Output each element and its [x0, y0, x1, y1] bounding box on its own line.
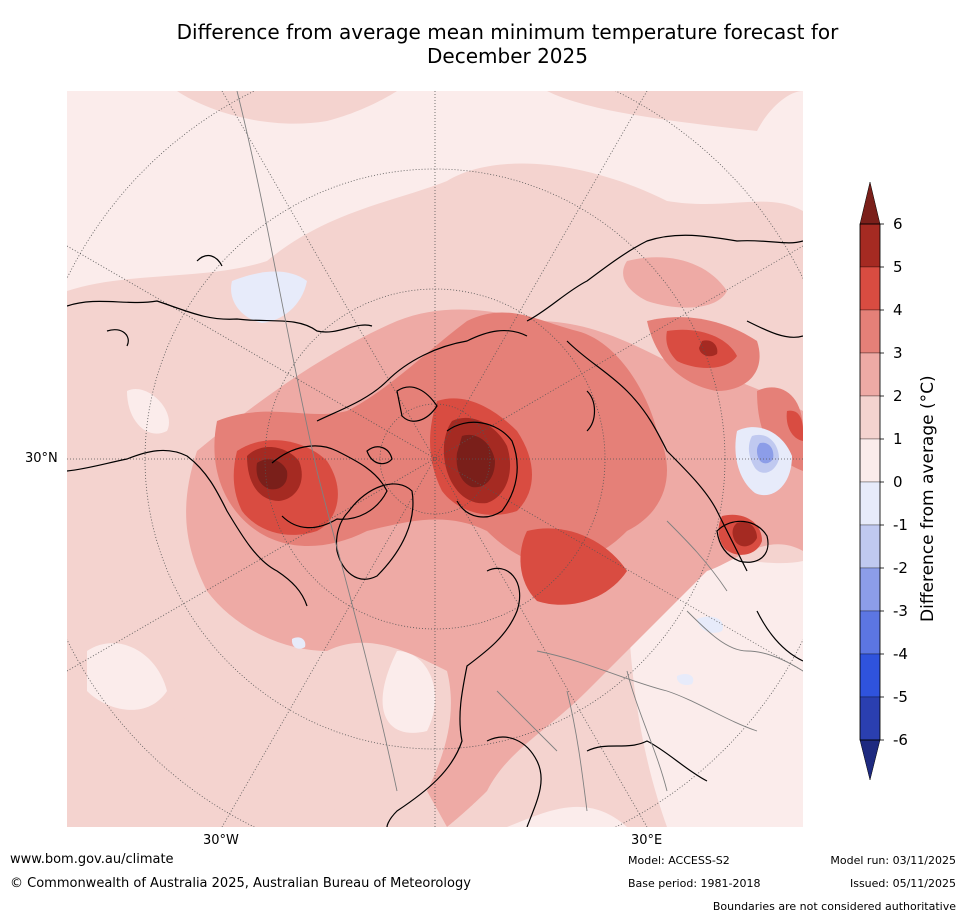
colorbar-tick-label: -3	[893, 602, 908, 620]
colorbar-under-arrow	[859, 739, 881, 781]
footer-website: www.bom.gov.au/climate	[10, 852, 174, 867]
colorbar-tick-label: -1	[893, 516, 908, 534]
anomaly-band-over-6	[256, 434, 495, 490]
map-title-line1: Difference from average mean minimum tem…	[176, 20, 839, 44]
colorbar-tick-label: -6	[893, 731, 908, 749]
colorbar-bin	[859, 438, 881, 483]
colorbar-bin	[859, 395, 881, 440]
colorbar-tick-label: 4	[893, 301, 903, 319]
colorbar-bin	[859, 266, 881, 311]
lon-label-30w: 30°W	[203, 833, 239, 848]
colorbar-bin	[859, 524, 881, 569]
colorbar-bin	[859, 223, 881, 268]
colorbar-tick-label: 1	[893, 430, 903, 448]
colorbar: 6 5 4 3 2 1 0 -1 -2 -3 -4 -5 -6	[859, 181, 908, 781]
coastlines	[67, 234, 803, 827]
colorbar-bin	[859, 309, 881, 354]
anomaly-map	[67, 91, 803, 827]
colorbar-tick-label: 6	[893, 215, 903, 233]
colorbar-tick-label: -2	[893, 559, 908, 577]
colorbar-tick-label: 3	[893, 344, 903, 362]
colorbar-tick-label: -5	[893, 688, 908, 706]
colorbar-bin	[859, 352, 881, 397]
footer-base-period: Base period: 1981-2018	[628, 877, 761, 890]
anomaly-band-minus3to2	[756, 442, 774, 464]
colorbar-bin	[859, 610, 881, 655]
colorbar-bin	[859, 696, 881, 741]
footer-model: Model: ACCESS-S2	[628, 854, 730, 867]
map-title-line2: December 2025	[427, 44, 588, 68]
map-title: Difference from average mean minimum tem…	[0, 20, 965, 68]
anomaly-band-0to1-inner	[87, 389, 803, 827]
footer-issued: Issued: 05/11/2025	[849, 877, 956, 890]
lon-label-30e: 30°E	[631, 833, 663, 848]
colorbar-ticks: 6 5 4 3 2 1 0 -1 -2 -3 -4 -5 -6	[880, 215, 908, 749]
colorbar-tick-label: 0	[893, 473, 903, 491]
lat-label-30n: 30°N	[25, 451, 58, 466]
colorbar-bin	[859, 653, 881, 698]
borders	[236, 91, 803, 812]
colorbar-over-arrow	[859, 181, 881, 225]
colorbar-bin	[859, 481, 881, 526]
colorbar-tick-label: 5	[893, 258, 903, 276]
graticule	[67, 91, 803, 827]
footer-copyright: © Commonwealth of Australia 2025, Austra…	[10, 876, 471, 891]
colorbar-tick-label: 2	[893, 387, 903, 405]
colorbar-bins	[859, 223, 881, 741]
colorbar-bin	[859, 567, 881, 612]
footer-disclaimer: Boundaries are not considered authoritat…	[712, 900, 956, 913]
colorbar-tick-label: -4	[893, 645, 908, 663]
footer-model-run: Model run: 03/11/2025	[830, 854, 956, 867]
colorbar-title: Difference from average (°C)	[918, 375, 938, 622]
